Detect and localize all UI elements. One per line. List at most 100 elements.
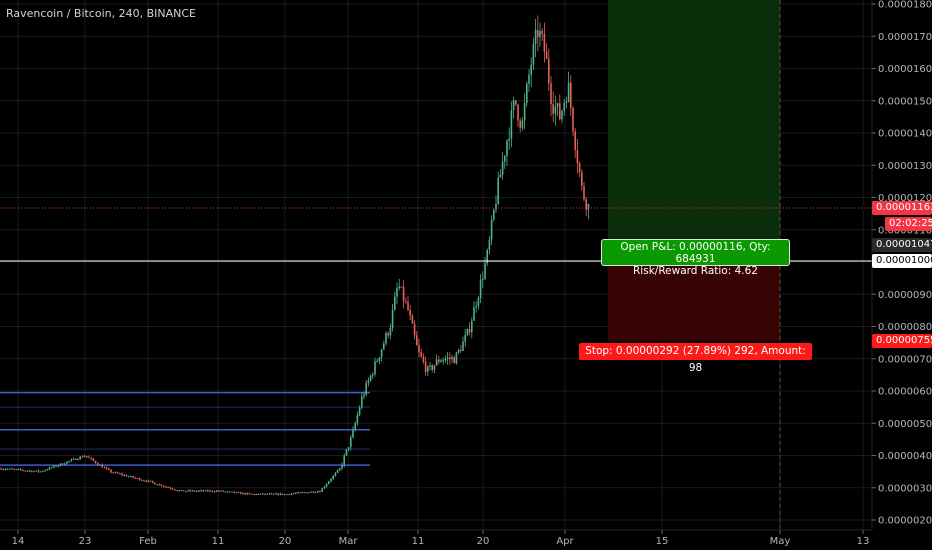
candle-body: [105, 467, 108, 469]
candle-body: [486, 249, 488, 264]
candle-body: [257, 493, 260, 495]
candle-body: [358, 407, 361, 415]
candle-body: [167, 486, 169, 488]
candle-body: [204, 490, 207, 492]
fib-levels[interactable]: [0, 391, 370, 466]
symbol-title: Ravencoin / Bitcoin, 240, BINANCE: [6, 7, 197, 20]
candle-body: [585, 199, 587, 210]
candle-body: [475, 306, 477, 308]
candle-body: [455, 352, 458, 364]
candle-body: [537, 29, 539, 38]
candle-body: [160, 484, 163, 487]
x-tick-label: Feb: [139, 536, 157, 547]
candle-body: [548, 58, 550, 84]
candle-body: [499, 174, 502, 178]
candle-body: [68, 460, 70, 462]
candle-body: [279, 493, 282, 495]
candle-body: [301, 492, 304, 494]
candle-body: [543, 33, 546, 52]
candle-body: [534, 29, 537, 44]
candle-body: [372, 374, 374, 376]
candle-body: [563, 102, 565, 111]
candle-body: [284, 494, 286, 496]
candles[interactable]: [0, 15, 590, 496]
candle-body: [9, 468, 11, 470]
candle-body: [33, 471, 35, 473]
candle-body: [187, 490, 189, 492]
candle-body: [446, 357, 449, 359]
loss-zone[interactable]: [608, 261, 780, 341]
candle-body: [235, 492, 238, 494]
candle-body: [220, 490, 222, 492]
candle-body: [420, 352, 422, 357]
candle-body: [550, 83, 552, 105]
candle-body: [22, 469, 24, 471]
candle-body: [350, 437, 352, 448]
candle-body: [147, 480, 150, 482]
candle-body: [130, 476, 132, 478]
candle-body: [44, 470, 46, 472]
candle-body: [361, 396, 363, 408]
candle-body: [259, 493, 262, 495]
profit-zone[interactable]: [608, 0, 780, 261]
candle-body: [545, 51, 548, 59]
entry-price-badge: 0.00001047: [872, 238, 932, 252]
candle-body: [334, 472, 337, 476]
candle-body: [453, 357, 455, 364]
candle-body: [127, 476, 130, 478]
candle-body: [528, 74, 530, 84]
candle-body: [398, 286, 400, 289]
candle-body: [253, 494, 255, 496]
candle-body: [530, 64, 532, 75]
candle-body: [224, 491, 227, 493]
candle-body: [6, 468, 9, 470]
candle-body: [556, 103, 559, 107]
candle-body: [215, 490, 218, 492]
candle-body: [286, 494, 288, 496]
open-pnl-label[interactable]: Open P&L: 0.00000116, Qty: 684931 Risk/R…: [601, 239, 790, 277]
candle-body: [123, 474, 125, 476]
candle-body: [574, 131, 576, 151]
candle-body: [581, 172, 583, 187]
x-tick-label: 20: [279, 536, 292, 547]
candle-body: [72, 458, 75, 460]
candle-body: [77, 459, 79, 461]
candle-body: [55, 465, 57, 467]
candle-body: [464, 334, 466, 342]
stop-label[interactable]: Stop: 0.00000292 (27.89%) 292, Amount: 9…: [579, 343, 812, 374]
candle-body: [231, 491, 233, 493]
candle-body: [477, 297, 480, 307]
candle-body: [389, 327, 392, 336]
candle-body: [578, 163, 581, 173]
candle-body: [387, 333, 389, 336]
candle-body: [567, 82, 570, 102]
candle-body: [363, 394, 365, 397]
candle-body: [501, 161, 504, 175]
candle-body: [380, 349, 383, 358]
candle-body: [438, 359, 440, 362]
candle-body: [288, 494, 290, 496]
candle-body: [347, 447, 350, 450]
candle-body: [15, 469, 18, 471]
candle-body: [299, 492, 301, 494]
candle-body: [39, 471, 42, 473]
candle-body: [88, 456, 90, 458]
candle-body: [154, 482, 156, 485]
candle-body: [75, 458, 77, 460]
candle-body: [233, 491, 235, 493]
candle-body: [226, 491, 229, 493]
x-tick-label: 11: [212, 536, 225, 547]
candle-body: [209, 490, 211, 492]
candle-body: [37, 470, 40, 472]
candle-body: [2, 469, 4, 471]
candle-body: [141, 480, 143, 482]
candle-body: [136, 477, 139, 479]
candle-body: [255, 494, 257, 496]
x-axis[interactable]: 14 23 Feb 11 20 Mar 11 20 Apr 15 May 13: [12, 530, 870, 547]
candle-body: [244, 492, 246, 495]
candle-body: [312, 491, 315, 493]
